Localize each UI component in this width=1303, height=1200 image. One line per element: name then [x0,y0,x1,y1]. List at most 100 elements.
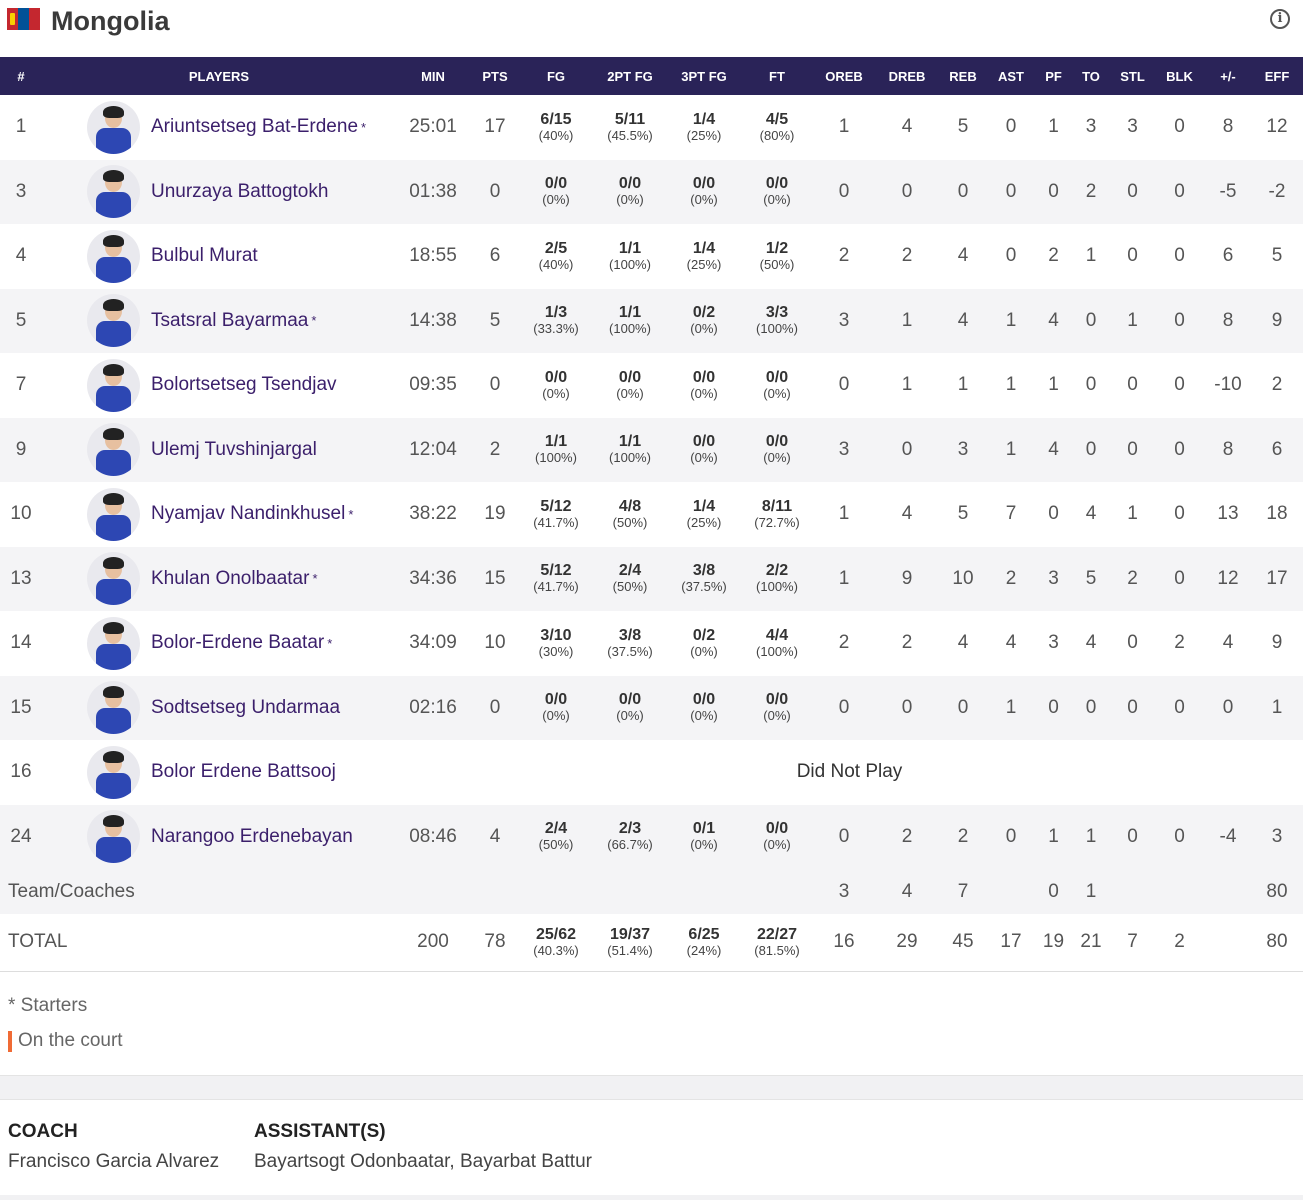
player-avatar[interactable] [87,294,140,348]
player-blk: 0 [1174,567,1185,589]
player-fg: 1/1 (100%) [535,433,577,466]
player-oreb: 0 [838,825,850,847]
player-name-link[interactable]: Sodtsetseg Undarmaa [151,696,341,718]
player-name-link[interactable]: Narangoo Erdenebayan [151,825,353,847]
player-stl: 0 [1127,696,1138,718]
player-stl: 2 [1127,567,1138,589]
player-avatar[interactable] [87,487,140,541]
info-icon[interactable]: i [1270,9,1290,29]
player-pf: 1 [1048,374,1059,396]
starter-marker: * [312,571,318,587]
col-oreb[interactable]: OREB [825,68,863,84]
col-to[interactable]: TO [1082,68,1100,84]
player-avatar[interactable] [87,100,140,154]
player-stl: 0 [1127,180,1138,202]
player-to: 0 [1085,696,1097,718]
col-pf[interactable]: PF [1045,68,1062,84]
player-3pt-fg: 0/0 (0%) [690,368,718,401]
player-row: 4 Bulbul Murat 18:55 6 2/5 (40%) 1/1 (100%) 1/4(… [0,224,1303,289]
player-number: 14 [10,632,32,654]
player-avatar[interactable] [87,810,140,864]
player-row: 13 Khulan Onolbaatar * 34:36 15 5/12 (41.7%) 2/… [0,546,1303,611]
player-name-link[interactable]: Bolortsetseg Tsendjav [151,374,337,396]
player-pf: 3 [1048,567,1059,589]
player-pts: 0 [489,696,501,718]
player-reb: 4 [957,245,969,267]
col-2pt-fg[interactable]: 2PT FG [607,68,653,84]
team-eff: 80 [1266,880,1288,902]
col-blk[interactable]: BLK [1166,68,1193,84]
col-players[interactable]: PLAYERS [188,68,250,84]
total-pf: 19 [1042,931,1065,953]
col-number[interactable]: # [17,68,25,84]
coach-name: Francisco Garcia Alvarez [8,1151,220,1172]
assistant-label: ASSISTANT(S) [254,1121,386,1142]
player-pm: 0 [1222,696,1234,718]
team-coaches-row: Team/Coaches 3 4 7 0 1 80 [0,869,1303,914]
player-avatar[interactable] [87,229,140,283]
col-ft[interactable]: FT [769,68,785,84]
player-min: 38:22 [409,503,457,525]
col-plus-minus[interactable]: +/- [1220,68,1236,84]
total-label: TOTAL [8,931,68,953]
player-oreb: 0 [838,374,850,396]
player-ft: 8/11 (72.7%) [754,497,800,530]
player-stl: 0 [1127,245,1138,267]
player-to: 5 [1085,567,1097,589]
player-ft: 4/5 (80%) [759,110,795,143]
team-dreb: 4 [901,880,913,902]
col-stl[interactable]: STL [1120,68,1145,84]
table-header-row: # PLAYERS MIN PTS FG 2PT FG 3PT FG FT OR… [0,57,1303,95]
col-eff[interactable]: EFF [1264,68,1290,84]
player-blk: 2 [1174,632,1185,654]
player-name-link[interactable]: Nyamjav Nandinkhusel [151,503,346,525]
player-name-link[interactable]: Bulbul Murat [151,245,258,267]
player-name-link[interactable]: Unurzaya Battogtokh [151,180,329,202]
starter-marker: * [327,635,333,651]
player-avatar[interactable] [87,616,140,670]
player-fg: 0/0 (0%) [542,368,570,401]
player-avatar[interactable] [87,165,140,219]
player-name-link[interactable]: Tsatsral Bayarmaa [151,309,309,331]
total-ft: 22/27 (81.5%) [754,925,800,958]
player-fg: 5/12 (41.7%) [533,562,579,595]
player-pf: 4 [1048,438,1059,460]
col-reb[interactable]: REB [949,68,977,84]
player-oreb: 0 [838,696,850,718]
col-min[interactable]: MIN [421,68,445,84]
player-avatar[interactable] [87,681,140,735]
player-avatar[interactable] [87,423,140,477]
player-eff: 9 [1271,632,1283,654]
player-min: 25:01 [409,116,457,138]
col-dreb[interactable]: DREB [888,68,926,84]
player-name-link[interactable]: Bolor-Erdene Baatar [151,632,325,654]
col-pts[interactable]: PTS [482,68,508,84]
total-stl: 7 [1127,931,1138,953]
player-fg: 6/15 (40%) [538,110,574,143]
player-to: 4 [1085,632,1097,654]
player-pf: 2 [1048,245,1059,267]
player-name-link[interactable]: Ariuntsetseg Bat-Erdene [151,116,359,138]
total-blk: 2 [1174,931,1185,953]
col-3pt-fg[interactable]: 3PT FG [681,68,727,84]
player-oreb: 3 [838,438,850,460]
player-name-link[interactable]: Khulan Onolbaatar [151,567,310,589]
player-to: 1 [1085,245,1097,267]
player-name-link[interactable]: Ulemj Tuvshinjargal [151,438,317,460]
player-pm: 4 [1222,632,1234,654]
player-fg: 0/0 (0%) [542,691,570,724]
player-fg: 1/3 (33.3%) [533,304,579,337]
player-stl: 0 [1127,632,1138,654]
player-row: 15 Sodtsetseg Undarmaa 02:16 0 0/0 (0%) 0/0 (0%… [0,675,1303,740]
player-3pt-fg: 0/0 (0%) [690,433,718,466]
player-avatar[interactable] [87,745,140,799]
player-avatar[interactable] [87,358,140,412]
section-divider [0,1075,1303,1100]
player-eff: 3 [1271,825,1283,847]
player-name-link[interactable]: Bolor Erdene Battsooj [151,761,336,783]
player-ft: 3/3 (100%) [756,304,798,337]
col-ast[interactable]: AST [998,68,1024,84]
player-avatar[interactable] [87,552,140,606]
player-oreb: 1 [838,503,850,525]
col-fg[interactable]: FG [546,68,566,84]
